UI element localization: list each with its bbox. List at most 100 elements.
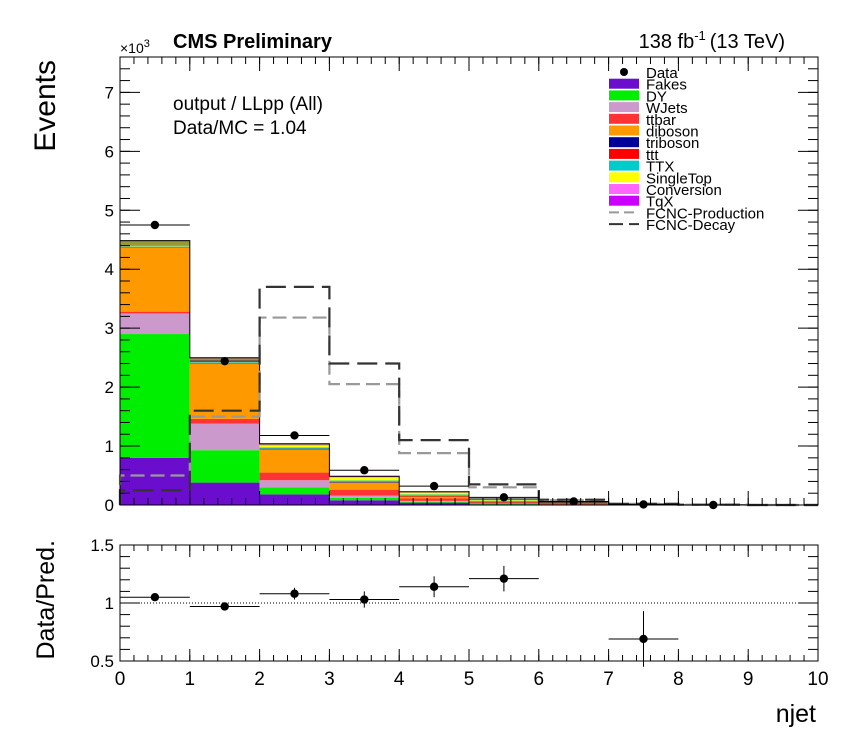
lumi-value: 138 fb [639,31,695,53]
annotation-ratio: Data/MC = 1.04 [173,118,307,139]
ratio-point-0 [150,593,160,602]
legend-label-triboson: triboson [646,135,699,152]
data-point-0 [150,220,160,230]
ratio-point-5 [499,574,509,583]
legend-label-ttx: TTX [646,159,674,176]
legend-marker-triboson [609,137,639,148]
data-point-6 [569,497,578,506]
legend-marker-ttbar [609,113,639,124]
legend-marker-dy [609,90,639,101]
data-point-5 [499,493,509,502]
x-axis-title: njet [776,700,816,728]
y-axis-title: Events [29,60,62,152]
data-points [120,220,749,510]
ratio-point-4 [429,582,439,591]
legend-marker-conversion [609,184,639,194]
bar-ttx-bin-0 [120,246,190,247]
bar-singletop-bin-4 [399,492,469,495]
bar-ttx-bin-2 [259,447,330,449]
main-ytick-label-7: 7 [105,83,114,102]
bar-ttt-bin-2 [259,448,330,450]
bar-ttt-bin-4 [399,495,469,497]
bar-dy-bin-5 [469,503,539,505]
main-ytick-label-5: 5 [105,201,114,220]
bar-fakes-bin-4 [399,502,469,505]
x-tick-label-3: 3 [324,669,335,690]
bar-dy-bin-3 [329,497,400,501]
legend-marker-diboson [609,125,639,136]
ratio-point-3 [360,595,369,604]
legend-label-diboson: diboson [646,124,699,141]
bar-diboson-bin-2 [259,449,330,473]
bar-ttx-bin-4 [399,494,469,496]
main-ytick-label-0: 0 [105,496,114,515]
annotation-region: output / LLpp (All) [173,94,323,115]
lumi-exponent: -1 [694,28,706,43]
bar-wjets-bin-2 [259,480,330,488]
x-tick-label-8: 8 [673,669,684,690]
bar-ttbar-bin-4 [399,498,469,501]
legend-label-fakes: Fakes [646,77,687,94]
bar-diboson-bin-3 [329,482,400,490]
data-point-2 [290,431,299,440]
data-point-7 [639,500,648,509]
x-tick-label-4: 4 [394,669,405,690]
bar-dy-bin-0 [120,334,190,458]
legend-label-dy: DY [646,88,667,105]
main-ytick-label-6: 6 [105,142,114,161]
bar-ttbar-bin-5 [469,502,539,504]
energy-value: (13 TeV) [710,31,785,53]
legend-label-singletop: SingleTop [646,170,712,187]
legend-label-ttt: ttt [646,147,659,164]
bar-dy-bin-4 [399,501,469,503]
legend-marker-ttx [609,160,639,171]
bar-diboson-bin-0 [120,246,190,312]
bar-ttt-bin-5 [469,501,539,503]
legend-label-fcnc-production: FCNC-Production [646,205,764,222]
bar-wjets-bin-3 [329,495,400,498]
lumi-label: 138 fb-1 (13 TeV) [639,28,785,53]
ratio-ytick-label-1: 1 [105,594,114,613]
ratio-points [120,565,818,667]
legend-label-conversion: Conversion [646,182,722,199]
x-tick-label-9: 9 [743,669,754,690]
main-ytick-label-3: 3 [105,319,114,338]
experiment-label: CMS Preliminary [173,31,333,53]
bar-conversion-bin-0 [120,245,190,247]
bar-wjets-bin-5 [469,503,539,505]
x-tick-label-0: 0 [115,669,126,690]
bar-fakes-bin-3 [329,500,400,505]
bar-ttbar-bin-2 [259,472,330,481]
bar-ttt-bin-3 [329,482,400,483]
bar-wjets-bin-4 [399,500,469,502]
bar-dy-bin-1 [189,450,260,483]
bar-fakes-bin-1 [189,482,260,505]
data-point-3 [360,466,369,475]
stacked-histogram [120,240,818,506]
bar-conversion-bin-2 [259,444,330,445]
legend-label-data: Data [646,65,678,82]
legend-marker-wjets [609,102,639,113]
x-tick-label-2: 2 [254,669,265,690]
axes: 0 1 2 3 4 5 6 7 0 1 2 3 4 5 6 7 8 9 10 0.5 1 1.5 [90,56,829,690]
ratio-y-axis-title: Data/Pred. [32,540,60,660]
x-tick-label-7: 7 [603,669,614,690]
ratio-point-1 [220,602,229,611]
bar-dy-bin-2 [259,487,330,495]
x-tick-label-6: 6 [534,669,545,690]
bar-wjets-bin-1 [189,423,260,451]
bar-ttx-bin-3 [329,480,400,483]
main-ytick-label-2: 2 [105,378,114,397]
y-exponent-base: ×10 [120,40,144,56]
bar-triboson-bin-0 [120,246,190,248]
bar-singletop-bin-3 [329,477,400,481]
legend-marker-fakes [609,78,639,89]
bar-fakes-bin-2 [259,494,330,505]
bar-conversion-bin-0 [120,240,190,246]
ratio-ytick-label-2: 1.5 [90,536,114,555]
y-exponent-power: 3 [144,38,150,50]
x-tick-label-10: 10 [807,669,828,690]
bar-ttbar-bin-0 [120,311,190,314]
x-tick-label-5: 5 [464,669,475,690]
legend-marker-ttt [609,148,639,159]
